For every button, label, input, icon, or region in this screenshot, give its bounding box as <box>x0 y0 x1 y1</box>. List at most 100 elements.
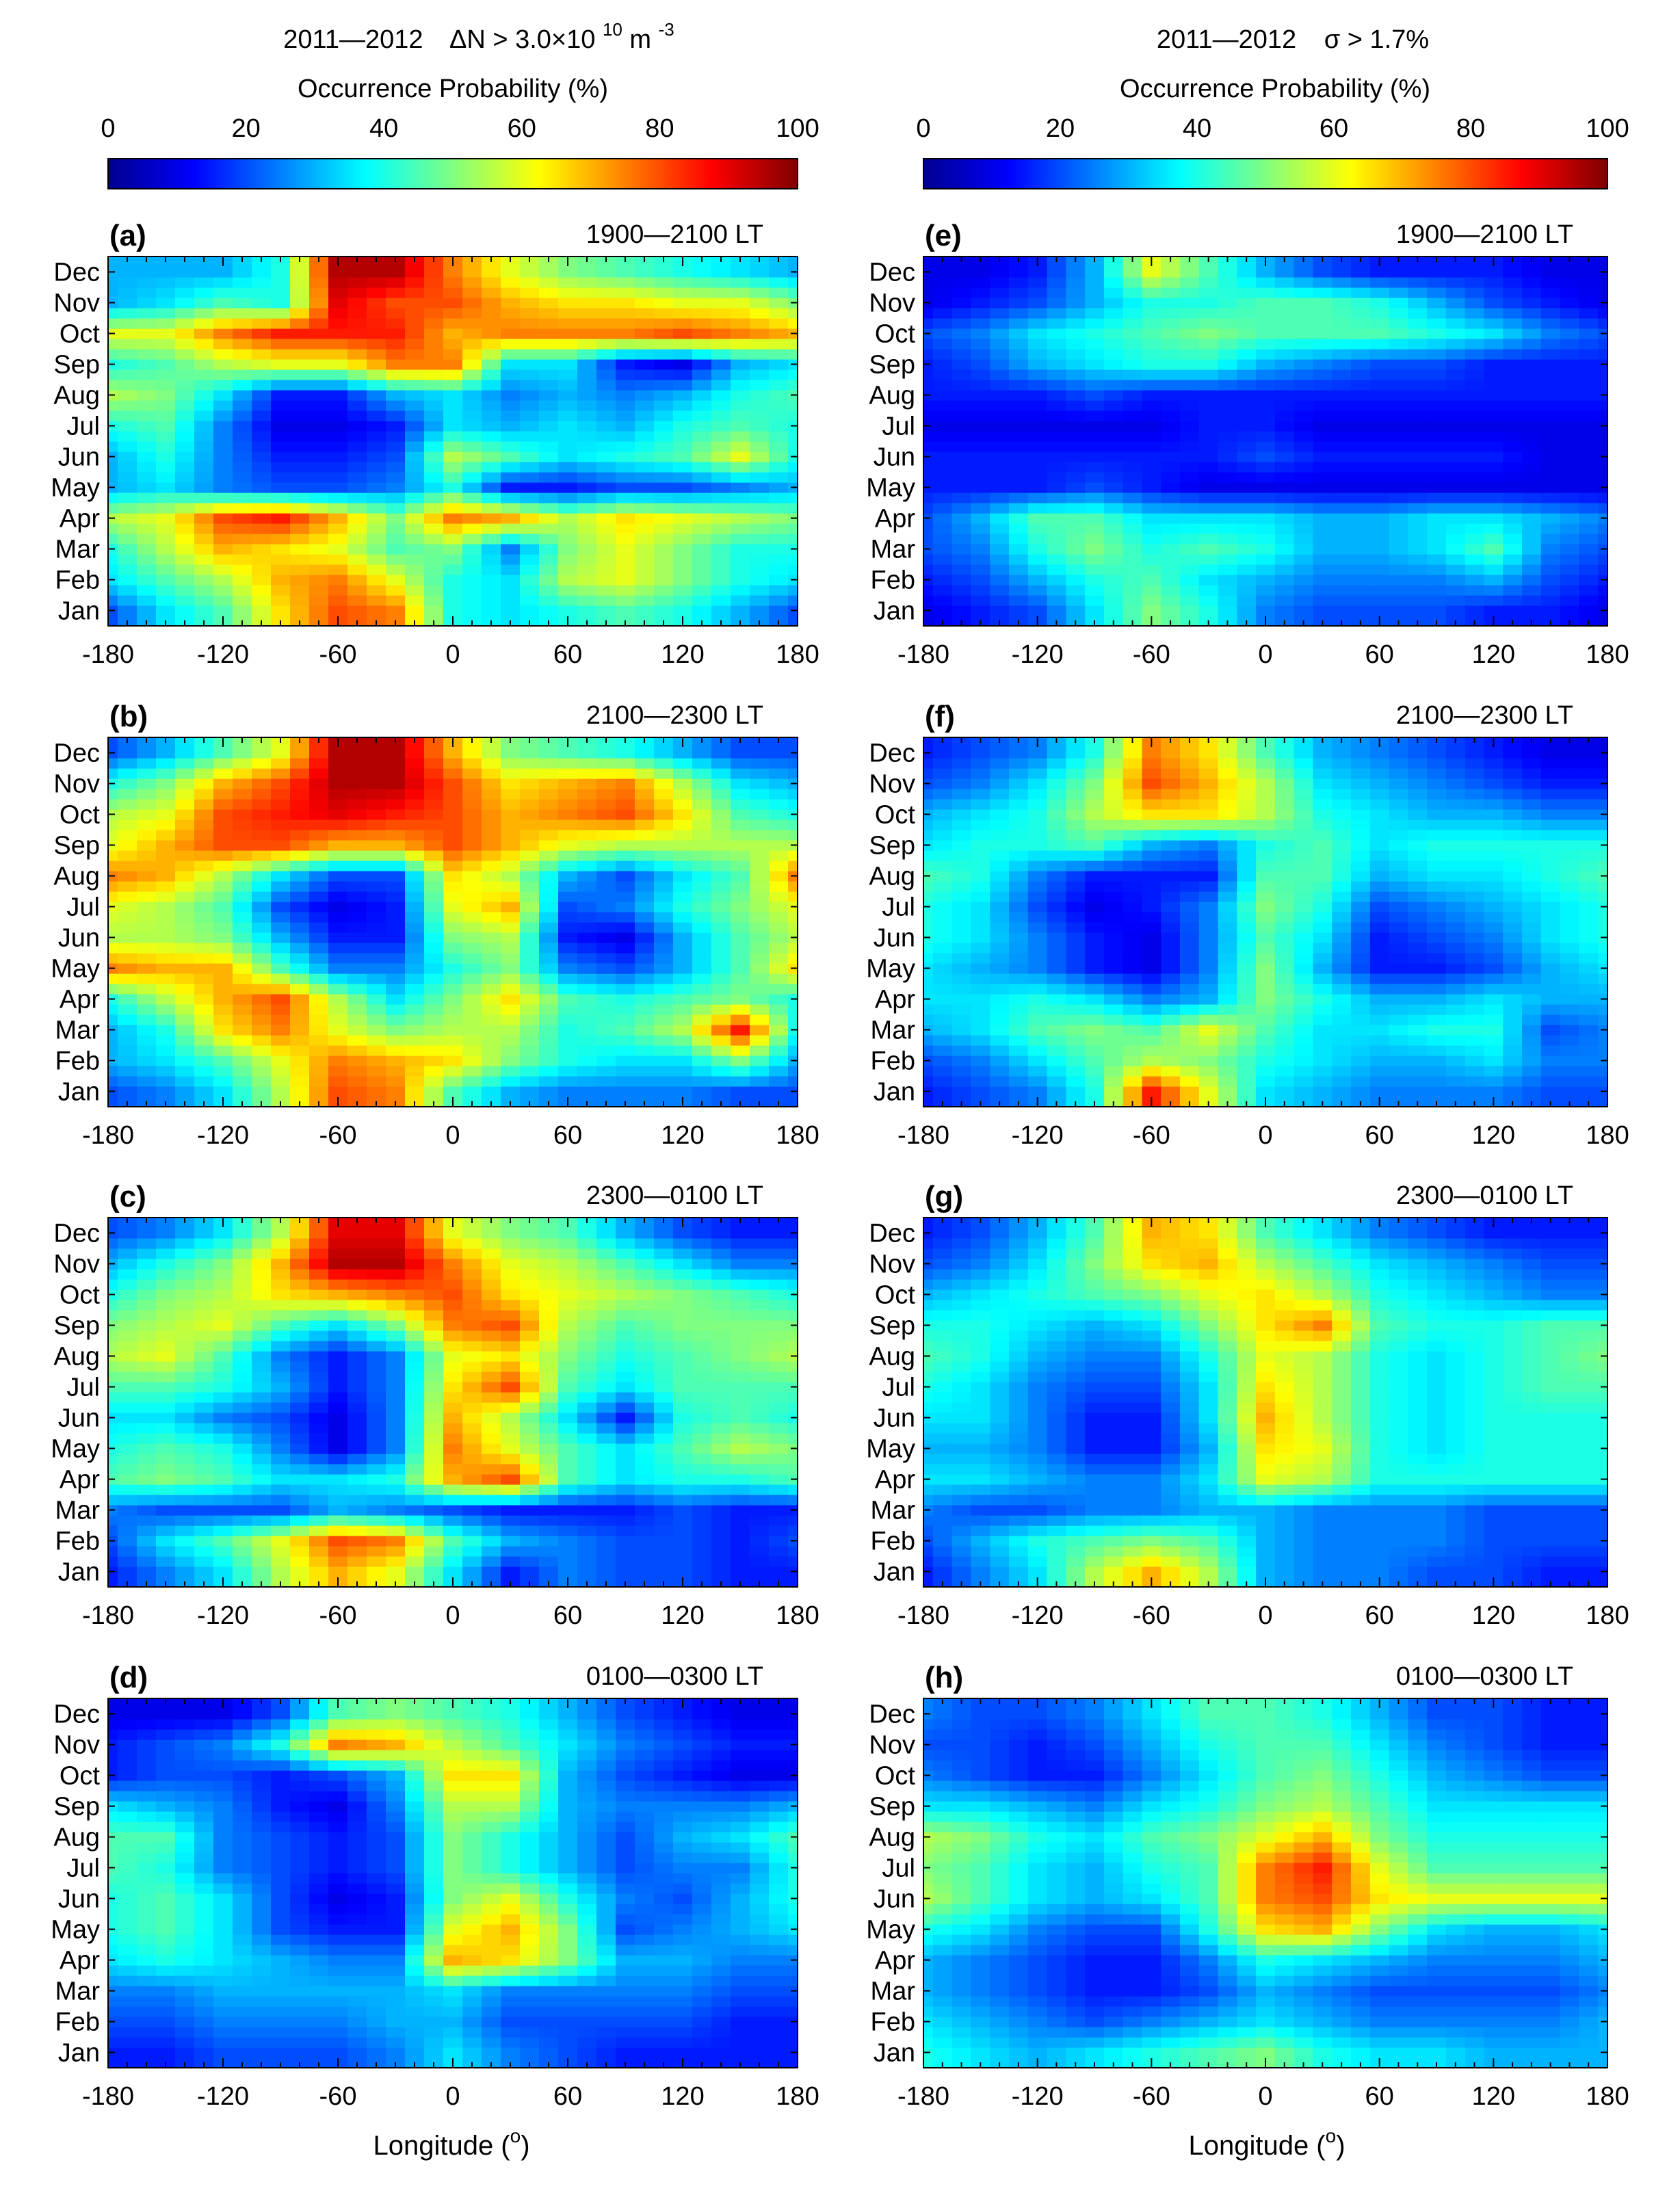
heatmap-cell <box>692 513 712 524</box>
heatmap-cell <box>118 902 137 912</box>
heatmap-cell <box>692 1423 712 1434</box>
heatmap-cell <box>539 1975 559 1986</box>
heatmap-cell <box>367 1412 386 1423</box>
heatmap-cell <box>213 482 233 493</box>
heatmap-cell <box>711 881 731 892</box>
heatmap-cell <box>769 462 789 473</box>
heatmap-cell <box>328 359 348 370</box>
heatmap-cell <box>328 1505 348 1516</box>
heatmap-cell <box>577 431 597 442</box>
heatmap-cell <box>807 1986 827 1997</box>
heatmap-cell <box>252 575 272 586</box>
heatmap-cell <box>769 932 789 943</box>
heatmap-cell <box>309 318 329 329</box>
heatmap-cell <box>807 943 827 954</box>
heatmap-cell <box>405 973 425 984</box>
heatmap-cell <box>501 1310 521 1321</box>
heatmap-cell <box>386 840 406 851</box>
heatmap-cell <box>520 1505 540 1516</box>
heatmap-cell <box>520 1392 540 1403</box>
heatmap-cell <box>769 1238 789 1249</box>
heatmap-cell <box>108 1577 118 1587</box>
heatmap-cell <box>194 534 214 544</box>
heatmap-cell <box>711 492 731 503</box>
heatmap-cell <box>788 1045 798 1056</box>
heatmap-cell <box>539 768 559 779</box>
heatmap-cell <box>711 932 731 943</box>
x-tick-label: 180 <box>776 1601 819 1630</box>
heatmap-cell <box>731 860 750 871</box>
heatmap-cell <box>769 451 789 462</box>
heatmap-cell <box>501 605 521 616</box>
heatmap-cell <box>175 1371 195 1382</box>
heatmap-cell <box>692 1279 712 1290</box>
heatmap-cell <box>118 605 137 616</box>
heatmap-cell <box>347 860 367 871</box>
heatmap-cell <box>482 431 501 442</box>
heatmap-cell <box>309 1402 329 1413</box>
heatmap-cell <box>175 359 195 370</box>
heatmap-cell <box>501 544 521 555</box>
heatmap-cell <box>673 799 693 810</box>
heatmap-cell <box>386 994 406 1005</box>
heatmap-cell <box>539 1371 559 1382</box>
heatmap-cell <box>309 492 329 503</box>
heatmap-cell <box>539 850 559 861</box>
heatmap-cell <box>577 1310 597 1321</box>
heatmap-cell <box>807 1412 827 1423</box>
heatmap-cell <box>673 2027 693 2038</box>
heatmap-cell <box>405 1014 425 1025</box>
heatmap-cell <box>731 380 750 391</box>
heatmap-cell <box>118 1259 137 1270</box>
heatmap-cell <box>252 881 272 892</box>
heatmap-cell <box>788 1371 798 1382</box>
heatmap-cell <box>558 523 578 534</box>
heatmap-cell <box>558 860 578 871</box>
heatmap-cell <box>750 441 770 452</box>
heatmap-cell <box>252 369 272 380</box>
heatmap-cell <box>252 1464 272 1475</box>
heatmap-cell <box>711 1035 731 1046</box>
heatmap-cell <box>731 1402 750 1413</box>
heatmap-cell <box>731 1433 750 1444</box>
heatmap-cell <box>108 1371 118 1382</box>
heatmap-cell <box>347 1371 367 1382</box>
heatmap-cell <box>118 2037 137 2048</box>
heatmap-cell <box>596 1975 616 1986</box>
heatmap-cell <box>386 1371 406 1382</box>
heatmap-cell <box>118 308 137 319</box>
heatmap-cell <box>233 595 252 606</box>
heatmap-cell <box>108 564 118 575</box>
heatmap-cell <box>462 912 482 923</box>
heatmap-cell <box>290 1996 310 2007</box>
heatmap-cell <box>654 410 674 421</box>
heatmap-cell <box>520 799 540 810</box>
heatmap-cell <box>443 1351 463 1362</box>
heatmap-cell <box>118 287 137 298</box>
heatmap-cell <box>539 973 559 984</box>
heatmap-cell <box>271 973 291 984</box>
heatmap-cell <box>711 1402 731 1413</box>
heatmap-cell <box>654 492 674 503</box>
heatmap-cell <box>750 789 770 800</box>
heatmap-cell <box>750 1371 770 1382</box>
heatmap-cell <box>347 1066 367 1077</box>
heatmap-cell <box>577 1412 597 1423</box>
heatmap-cell <box>137 768 157 779</box>
heatmap-cell <box>731 902 750 912</box>
heatmap-cell <box>405 2027 425 2038</box>
heatmap-cell <box>673 1289 693 1300</box>
heatmap-cell <box>635 1351 655 1362</box>
heatmap-cell <box>213 1238 233 1249</box>
heatmap-cell <box>711 799 731 810</box>
heatmap-cell <box>367 554 386 565</box>
heatmap-cell <box>788 1361 798 1372</box>
heatmap-cell <box>807 912 827 923</box>
heatmap-cell <box>156 1361 176 1372</box>
heatmap-cell <box>558 1228 578 1239</box>
heatmap-cell <box>118 1454 137 1464</box>
heatmap-cell <box>252 1310 272 1321</box>
heatmap-cell <box>175 1412 195 1423</box>
heatmap-cell <box>194 441 214 452</box>
heatmap-cell <box>750 1505 770 1516</box>
